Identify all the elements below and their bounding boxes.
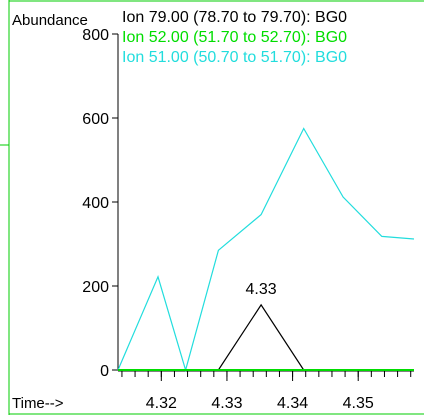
y-tick-label: 800 bbox=[82, 27, 109, 44]
series-line-1 bbox=[118, 303, 414, 371]
y-tick-label: 200 bbox=[82, 279, 109, 296]
peak-label: 4.33 bbox=[246, 281, 277, 298]
x-tick-label: 4.32 bbox=[146, 395, 177, 412]
x-tick-label: 4.35 bbox=[343, 395, 374, 412]
legend: Ion 79.00 (78.70 to 79.70): BG0 Ion 52.00… bbox=[122, 9, 347, 66]
y-tick-label: 0 bbox=[100, 363, 109, 380]
legend-entry-2: Ion 52.00 (51.70 to 52.70): BG0 bbox=[122, 29, 347, 46]
legend-entry-1: Ion 79.00 (78.70 to 79.70): BG0 bbox=[122, 9, 347, 26]
x-tick-label: 4.33 bbox=[211, 395, 242, 412]
x-tick-label: 4.34 bbox=[277, 395, 308, 412]
y-tick-label: 400 bbox=[82, 195, 109, 212]
series-line-3 bbox=[117, 127, 415, 373]
x-axis-label: Time--> bbox=[12, 395, 64, 412]
plot-area: 0 200 400 600 800 4.32 4.33 4.34 4.35 4.33 bbox=[82, 27, 415, 412]
y-tick-label: 600 bbox=[82, 111, 109, 128]
legend-entry-3: Ion 51.00 (50.70 to 51.70): BG0 bbox=[122, 49, 347, 66]
y-axis-label: Abundance bbox=[12, 12, 88, 29]
